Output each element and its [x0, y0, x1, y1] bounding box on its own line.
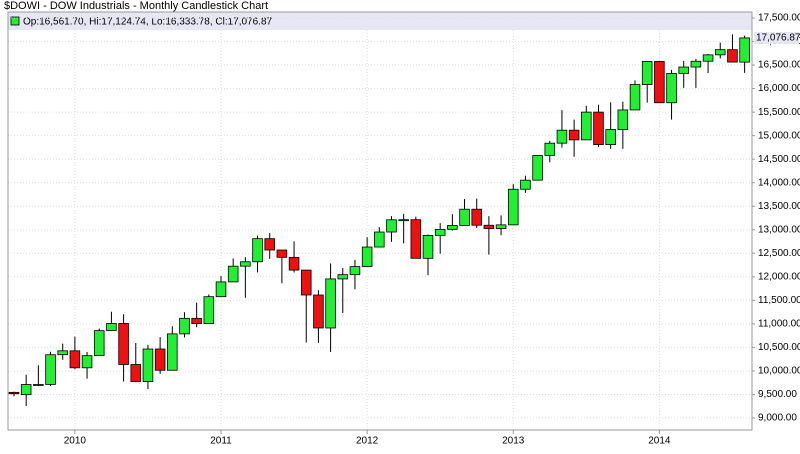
y-tick-label: 14,500.00 [758, 154, 800, 165]
candle-body [690, 60, 702, 68]
candle-body [191, 317, 202, 324]
candle-body [264, 238, 275, 251]
candle-body [69, 350, 81, 369]
last-value-label: 17,076.87 [756, 33, 800, 44]
legend-text: Op:16,561.70, Hi:17,124.74, Lo:16,333.78… [23, 17, 273, 28]
candle-body [106, 323, 117, 332]
candle-body [556, 129, 568, 144]
candle-body [666, 73, 677, 104]
y-tick-label: 10,500.00 [758, 342, 800, 353]
candle-body [568, 129, 580, 141]
legend-swatch [10, 16, 20, 26]
candle-body [45, 354, 56, 385]
candle-body [641, 61, 653, 85]
y-tick-label: 12,500.00 [758, 248, 800, 259]
y-tick-label: 16,000.00 [758, 83, 800, 94]
y-tick-label: 13,500.00 [758, 201, 800, 212]
candle-body [203, 296, 215, 324]
y-tick-label: 9,000.00 [758, 413, 797, 424]
candle-body [118, 323, 129, 365]
x-tick-label: 2012 [356, 436, 379, 447]
candle-body [702, 54, 714, 62]
candle-body [276, 249, 288, 258]
candle-body [215, 281, 227, 298]
candle-body [361, 246, 373, 267]
candle-body [581, 111, 592, 141]
y-tick-label: 11,000.00 [758, 319, 800, 330]
candle-body [240, 261, 251, 267]
candle-body [288, 256, 300, 271]
x-tick-label: 2010 [64, 436, 87, 447]
candle-body [227, 265, 239, 283]
y-tick-label: 14,000.00 [758, 177, 800, 188]
candle-body [154, 348, 166, 371]
candle-body [520, 179, 531, 190]
x-tick-label: 2013 [502, 436, 525, 447]
candle-body [483, 224, 495, 229]
y-tick-label: 10,000.00 [758, 366, 800, 377]
candle-body [471, 208, 482, 226]
candle-body [434, 228, 446, 236]
candle-body [374, 231, 385, 248]
y-tick-label: 15,500.00 [758, 107, 800, 118]
candle-body [20, 384, 32, 396]
plot-frame [7, 11, 753, 431]
candle-body [57, 350, 68, 356]
candle-body [459, 208, 470, 226]
candle-body [678, 66, 689, 74]
candle-body [167, 333, 178, 371]
candle-body [142, 348, 154, 382]
candle-body [300, 269, 312, 296]
candle-body [410, 219, 422, 259]
x-tick-label: 2011 [210, 436, 232, 447]
candle-body [398, 219, 409, 222]
candle-body [532, 155, 543, 181]
candle-body [337, 274, 349, 280]
candle-body [654, 61, 665, 104]
y-tick-label: 15,000.00 [758, 130, 800, 141]
candle-body [507, 188, 519, 226]
candle-body [325, 278, 336, 329]
x-tick-label: 2014 [648, 436, 671, 447]
candle-body [447, 225, 458, 230]
candle-body [495, 224, 507, 229]
candle-body [8, 391, 20, 395]
candle-body [130, 364, 142, 382]
candle-body [313, 294, 324, 329]
candle-body [252, 238, 263, 263]
y-tick-label: 17,500.00 [758, 13, 800, 24]
candle-body [593, 111, 604, 145]
candle-body [714, 49, 726, 56]
y-tick-label: 13,000.00 [758, 224, 800, 235]
y-tick-label: 16,500.00 [758, 60, 800, 71]
chart-title: $DOWI - DOW Industrials - Monthly Candle… [4, 0, 268, 12]
legend-band [8, 12, 752, 30]
candle-body [629, 84, 641, 111]
candle-body [33, 384, 44, 386]
candle-body [81, 355, 93, 369]
candle-body [386, 219, 397, 233]
candle-body [727, 49, 738, 63]
candle-body [739, 37, 750, 63]
candle-body [179, 317, 190, 335]
grid [8, 17, 755, 434]
y-tick-label: 12,000.00 [758, 271, 800, 282]
y-tick-label: 11,500.00 [758, 295, 800, 306]
candle-body [544, 142, 556, 156]
candle-body [422, 235, 434, 259]
candle-body [605, 129, 616, 145]
candle-body [617, 109, 629, 130]
y-tick-label: 9,500.00 [758, 389, 797, 400]
last-value-box [754, 31, 799, 44]
candles [8, 34, 750, 407]
candle-body [349, 266, 361, 276]
candle-body [93, 330, 105, 357]
